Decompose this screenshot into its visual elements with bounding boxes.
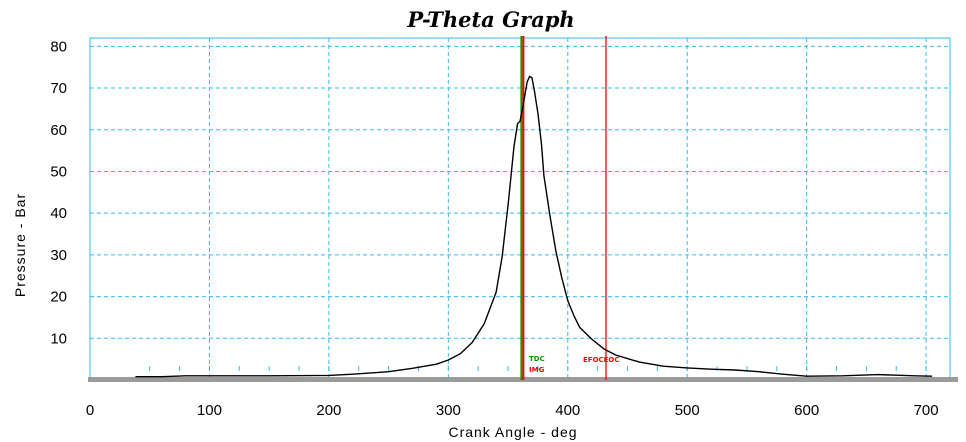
chart-title: P-Theta Graph [406, 7, 574, 32]
y-tick-label: 10 [50, 330, 67, 347]
y-tick-label: 60 [50, 122, 67, 139]
marker-lines [520, 36, 607, 380]
marker-label-img: IMG [529, 366, 545, 374]
marker-label-efoceoc: EFOCEOC [583, 356, 620, 364]
x-tick-label: 100 [197, 402, 222, 419]
y-tick-labels: 10 20 30 40 50 60 70 80 [50, 38, 67, 347]
plot-frame [89, 37, 951, 381]
series-layer [135, 75, 933, 378]
grid [90, 38, 950, 380]
y-tick-label: 30 [50, 247, 67, 264]
x-tick-label: 600 [794, 402, 819, 419]
x-tick-label: 700 [914, 402, 939, 419]
x-axis-title: Crank Angle - deg [448, 424, 577, 440]
y-tick-label: 80 [50, 38, 67, 55]
series-line-0 [135, 75, 933, 378]
y-axis-title: Pressure - Bar [12, 193, 28, 297]
y-tick-label: 20 [50, 289, 67, 306]
marker-label-tdc: TDC [529, 355, 545, 363]
minor-ticks [149, 366, 927, 371]
x-tick-label: 0 [86, 402, 94, 419]
y-tick-label: 50 [50, 163, 67, 180]
y-tick-label: 70 [50, 80, 67, 97]
x-tick-labels: 0 100 200 300 400 500 600 700 [86, 402, 939, 419]
x-tick-label: 300 [436, 402, 461, 419]
x-tick-label: 500 [675, 402, 700, 419]
y-tick-label: 40 [50, 205, 67, 222]
x-tick-label: 200 [316, 402, 341, 419]
x-tick-label: 400 [555, 402, 580, 419]
